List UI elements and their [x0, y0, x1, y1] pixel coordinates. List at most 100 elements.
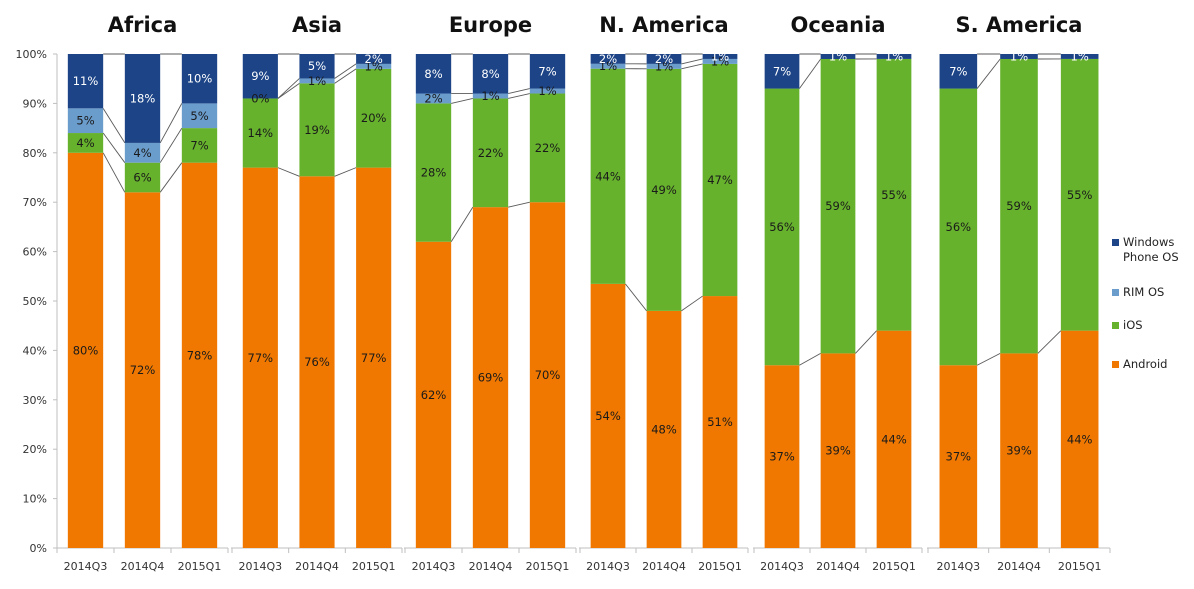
data-label: 49% — [651, 183, 677, 197]
bar-segment-ios — [646, 68, 682, 311]
data-label: 2% — [424, 91, 442, 105]
bar-segment-windows-phone-os — [1000, 54, 1038, 59]
panel-title: Europe — [449, 13, 532, 37]
bar-2014Q3: 37% 56% 7% — [939, 54, 978, 548]
bar-segment-ios — [590, 68, 626, 284]
data-label: 72% — [130, 363, 156, 377]
panel-title: Africa — [108, 13, 178, 37]
bar-segment-rim-os — [299, 78, 335, 84]
bar-segment-windows-phone-os — [415, 54, 452, 94]
data-label: 9% — [251, 69, 269, 83]
data-label: 77% — [361, 351, 387, 365]
series-connector-line — [855, 330, 877, 354]
bar-segment-windows-phone-os — [67, 54, 104, 109]
legend-label: Android — [1123, 357, 1167, 371]
panel-oceania: Oceania 37% 56% 7% 2014Q3 39% 59% 1% 2014Q4 44% 55… — [753, 13, 923, 573]
panel-n-america: N. America54%44%1%2%2014Q348%49%1%2%2014… — [579, 13, 749, 573]
x-tick-label: 2014Q4 — [469, 560, 513, 573]
bar-segment-android — [181, 162, 218, 548]
data-label: 1% — [538, 84, 556, 98]
x-tick-label: 2014Q4 — [121, 560, 165, 573]
bar-segment-android — [646, 310, 682, 548]
bar-2015Q1: 44% 55% 1% — [876, 49, 912, 548]
bar-segment-android — [1060, 330, 1099, 548]
y-tick-label: 90% — [23, 97, 47, 110]
data-label: 7% — [538, 64, 556, 78]
x-tick-label: 2014Q4 — [997, 560, 1041, 573]
data-label: 39% — [825, 444, 851, 458]
series-connector-line — [976, 352, 1001, 366]
data-label: 20% — [361, 111, 387, 125]
data-label: 1% — [365, 59, 383, 73]
data-label: 76% — [304, 355, 330, 369]
bar-segment-android — [1000, 353, 1038, 548]
bar-segment-windows-phone-os — [939, 54, 978, 89]
data-label: 5% — [308, 59, 326, 73]
data-label: 55% — [1067, 188, 1093, 202]
data-label: 1% — [655, 59, 673, 73]
data-label: 4% — [76, 136, 94, 150]
series-connector-line — [334, 68, 357, 84]
series-connector-line — [277, 167, 300, 177]
bar-2014Q4: 72% 6% 4% 18% — [124, 54, 161, 548]
y-tick-label: 40% — [23, 344, 47, 357]
data-label: 18% — [130, 91, 156, 105]
series-connector-line — [625, 283, 647, 312]
data-label: 7% — [773, 64, 791, 78]
data-label: 48% — [651, 422, 677, 436]
bar-2014Q3: 37% 56% 7% — [764, 54, 800, 548]
data-label: 44% — [881, 432, 907, 446]
series-connector-line — [334, 167, 357, 177]
data-label: 39% — [1006, 444, 1032, 458]
series-connector-line — [508, 201, 530, 208]
x-tick-label: 2015Q1 — [178, 560, 222, 573]
bar-2015Q1: 44% 55% 1% — [1060, 49, 1099, 548]
data-label: 2% — [365, 52, 383, 66]
bar-segment-windows-phone-os — [646, 54, 682, 64]
data-label: 7% — [949, 64, 967, 78]
bar-segment-android — [67, 152, 104, 549]
bar-2014Q4: 39% 59% 1% — [1000, 49, 1038, 548]
bar-segment-windows-phone-os — [764, 54, 800, 89]
bar-2014Q4: 48% 49% 1%2% — [646, 52, 682, 548]
series-connector-line — [681, 295, 703, 312]
series-connector-line — [799, 353, 821, 366]
bar-segment-ios — [1060, 58, 1099, 331]
bar-2015Q1: 77% 20% 1%2% — [356, 52, 392, 548]
bar-segment-android — [590, 283, 626, 548]
bar-2014Q3: 80% 4% 5% 11% — [67, 54, 104, 549]
data-label: 19% — [304, 123, 330, 137]
data-label: 14% — [248, 126, 274, 140]
bar-segment-android — [702, 296, 738, 548]
bar-segment-ios — [764, 88, 800, 366]
legend-label: RIM OS — [1123, 285, 1164, 299]
data-label: 1% — [1010, 49, 1028, 63]
bar-segment-rim-os — [472, 93, 509, 99]
y-tick-label: 20% — [23, 443, 47, 456]
data-label: 59% — [1006, 199, 1032, 213]
series-connector-line — [102, 152, 126, 193]
bar-segment-android — [764, 365, 800, 548]
bar-segment-rim-os — [646, 63, 682, 69]
y-tick-label: 10% — [23, 493, 47, 506]
legend-swatch — [1112, 361, 1119, 368]
y-tick-label: 30% — [23, 394, 47, 407]
y-tick-label: 70% — [23, 196, 47, 209]
legend-swatch — [1112, 239, 1119, 246]
series-connector-line — [681, 63, 703, 70]
data-label: 56% — [946, 220, 972, 234]
bar-segment-ios — [67, 133, 104, 153]
data-label: 8% — [424, 67, 442, 81]
data-label: 69% — [478, 371, 504, 385]
series-connector-line — [976, 58, 1001, 89]
bar-segment-windows-phone-os — [124, 54, 161, 143]
bar-segment-android — [820, 353, 856, 548]
bar-2014Q3: 77% 14% 0% 9% — [242, 54, 278, 548]
bar-segment-windows-phone-os — [702, 54, 738, 59]
bar-2015Q1: 51% 47% 1%1% — [702, 49, 738, 548]
data-label: 1% — [711, 54, 729, 68]
series-connector-line — [102, 132, 126, 163]
legend-swatch — [1112, 322, 1119, 329]
bar-segment-ios — [181, 128, 218, 163]
